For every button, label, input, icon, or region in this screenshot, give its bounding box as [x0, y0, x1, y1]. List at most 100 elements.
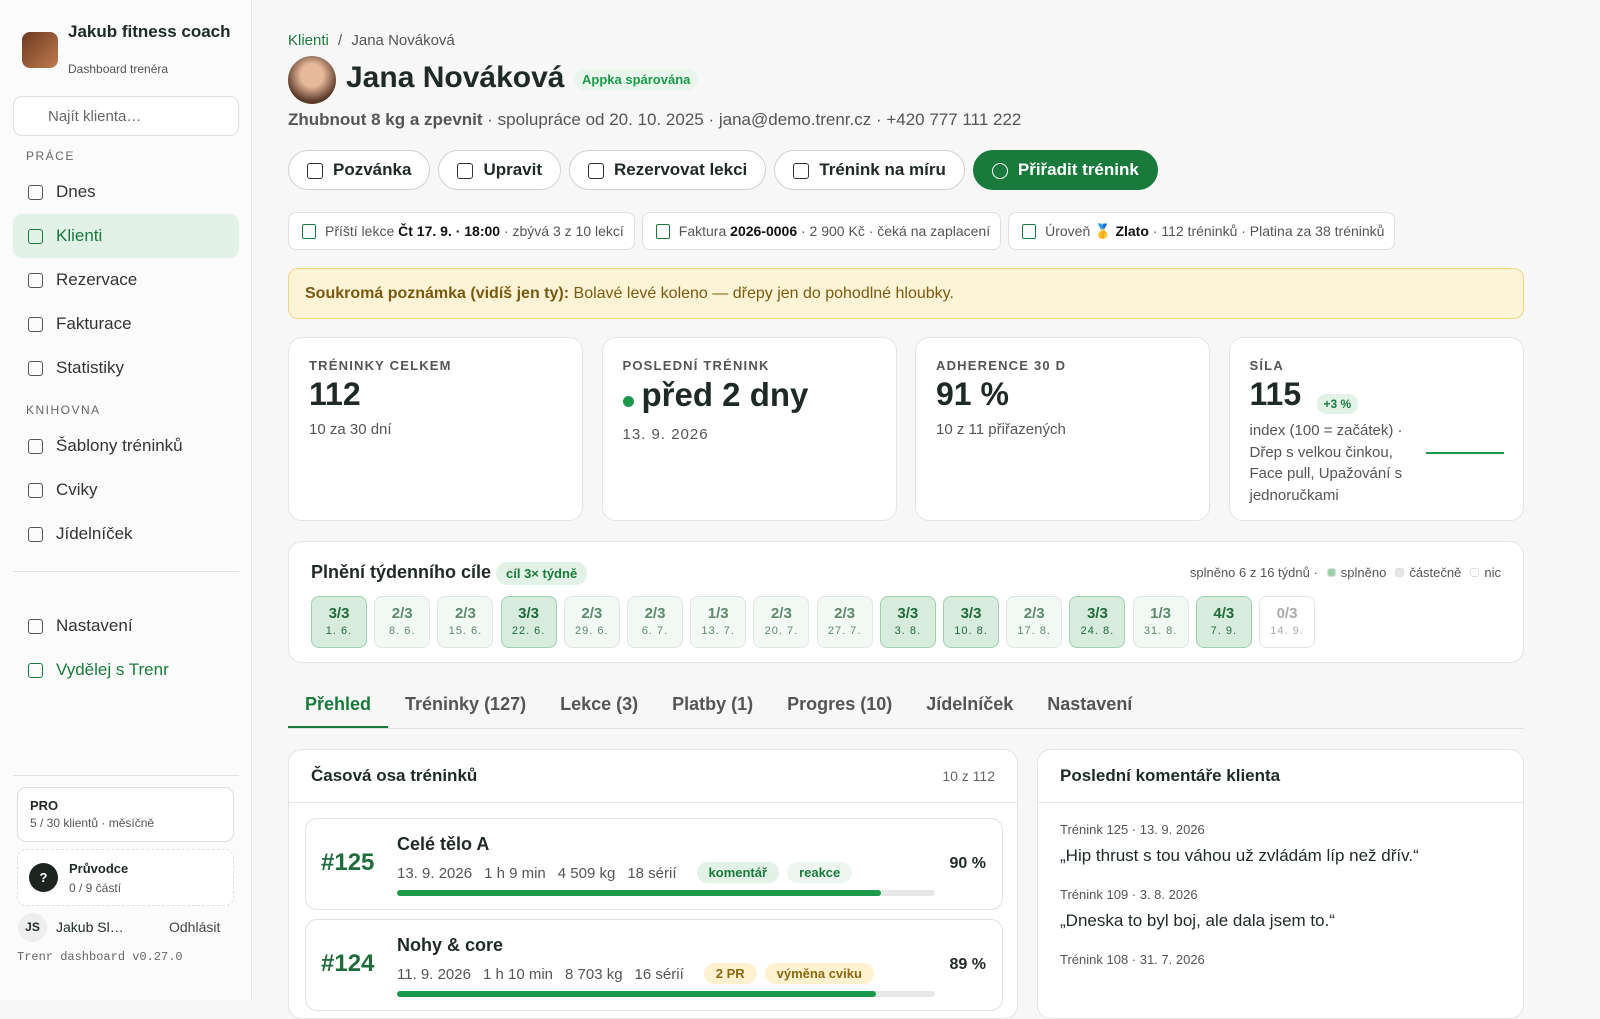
tab[interactable]: Platby (1) — [672, 694, 754, 714]
stat-badge: +3 % — [1316, 394, 1359, 414]
client-goal: Zhubnout 8 kg a zpevnit — [288, 110, 483, 129]
action-button[interactable]: Upravit — [438, 150, 562, 190]
nav-section: PRÁCE — [26, 149, 75, 163]
client-contact: · spolupráce od 20. 10. 2025 · jana@demo… — [487, 110, 1022, 129]
brand-logo — [22, 32, 58, 68]
action-button[interactable]: Trénink na míru — [774, 150, 965, 190]
week-score: 3/3 — [328, 605, 350, 622]
nav-item[interactable]: Klienti — [13, 214, 239, 258]
divider — [289, 802, 1017, 803]
nav-item[interactable]: Nastavení — [13, 604, 239, 648]
logout[interactable]: Odhlásit — [169, 919, 221, 935]
stat-card: POSLEDNÍ TRÉNINK před 2 dny 13. 9. 2026 — [601, 337, 897, 521]
main: Klienti / Jana Nováková Jana Nováková Ap… — [288, 0, 1524, 1019]
stat-label: ADHERENCE 30 D — [936, 358, 1067, 373]
workout-duration: 1 h 9 min — [484, 865, 546, 882]
tab[interactable]: Lekce (3) — [560, 694, 639, 714]
workout-date: 11. 9. 2026 — [397, 966, 471, 983]
info-chip: Příští lekce Čt 17. 9. · 18:00 · zbývá 3… — [288, 212, 635, 250]
week-score: 2/3 — [834, 605, 856, 622]
week-cell: 2/3 29. 6. — [563, 596, 620, 648]
sidebar: Jakub fitness coach Dashboard trenéra Na… — [0, 0, 252, 1000]
workout-tag: komentář — [696, 862, 780, 883]
guide-progress: 0 / 9 částí — [69, 881, 122, 895]
nav-item[interactable]: Rezervace — [13, 258, 239, 302]
week-date: 27. 7. — [827, 625, 862, 637]
stat-card: SÍLA 115 +3 % index (100 = začátek) · Dřep … — [1228, 337, 1524, 521]
action-button[interactable]: Rezervovat lekci — [569, 150, 767, 190]
user-name: Jakub Sl… — [56, 919, 124, 935]
legend-swatch — [1326, 568, 1336, 577]
week-score: 1/3 — [1150, 605, 1172, 622]
week-cell: 0/3 14. 9. — [1259, 596, 1315, 648]
workout-item[interactable]: #124 Nohy & core 11. 9. 2026 1 h 10 min 8 70… — [305, 919, 1003, 1011]
stat-label: POSLEDNÍ TRÉNINK — [622, 358, 770, 373]
week-cell: 3/3 22. 6. — [500, 596, 557, 648]
week-cell: 4/3 7. 9. — [1195, 596, 1252, 648]
comment-text: „Dneska to byl boj, ale dala jsem to.“ — [1060, 911, 1335, 930]
breadcrumb: Klienti / Jana Nováková — [288, 32, 455, 49]
paired-badge: Appka spárována — [574, 69, 699, 90]
week-cell: 2/3 20. 7. — [753, 596, 810, 648]
info-label: Úroveň 🥇 — [1045, 223, 1112, 239]
action-button[interactable]: Pozvánka — [288, 150, 431, 190]
tab[interactable]: Přehled — [288, 680, 389, 728]
week-date: 1. 6. — [325, 625, 353, 637]
sparkline — [1425, 452, 1504, 454]
workout-number: #124 — [321, 950, 375, 977]
workout-sets: 16 sérií — [634, 966, 684, 983]
version: Trenr dashboard v0.27.0 — [17, 950, 183, 964]
week-score: 2/3 — [391, 605, 413, 622]
tab[interactable]: Nastavení — [1047, 694, 1133, 714]
stat-detail: index (100 = začátek) · Dřep s velkou či… — [1249, 422, 1403, 504]
week-score: 3/3 — [1086, 605, 1108, 622]
client-search[interactable]: Najít klienta… — [13, 96, 239, 136]
nav-item[interactable]: Fakturace — [13, 302, 239, 346]
info-chip: Úroveň 🥇 Zlato · 112 tréninků · Platina … — [1008, 212, 1396, 250]
week-cell: 3/3 24. 8. — [1069, 596, 1126, 648]
nav-item[interactable]: Šablony tréninků — [13, 424, 239, 468]
action-button[interactable]: Přiřadit trénink — [972, 150, 1158, 190]
week-score: 2/3 — [770, 605, 792, 622]
guide-card[interactable]: ? Průvodce 0 / 9 částí — [17, 849, 234, 906]
stat-card: TRÉNINKY CELKEM 112 10 za 30 dní — [288, 337, 583, 521]
week-score: 2/3 — [581, 605, 603, 622]
week-cell: 2/3 6. 7. — [627, 596, 683, 648]
nav-item[interactable]: Dnes — [13, 170, 239, 214]
progress-track — [397, 890, 935, 896]
note-text: Bolavé levé koleno — dřepy jen do pohodl… — [573, 285, 954, 302]
nav-item[interactable]: Jídelníček — [13, 512, 239, 556]
tab[interactable]: Progres (10) — [787, 694, 893, 714]
plan-detail: 5 / 30 klientů · měsíčně — [30, 816, 155, 830]
timeline-title: Časová osa tréninků — [311, 766, 478, 785]
week-cell: 1/3 13. 7. — [690, 596, 747, 648]
guide-icon: ? — [29, 863, 58, 892]
info-label: Faktura — [678, 223, 727, 239]
week-date: 29. 6. — [575, 625, 609, 637]
nav-item[interactable]: Cviky — [13, 468, 239, 512]
divider — [13, 571, 239, 572]
tab[interactable]: Jídelníček — [926, 694, 1014, 714]
workout-item[interactable]: #125 Celé tělo A 13. 9. 2026 1 h 9 min 4 509… — [305, 818, 1003, 910]
workout-completion: 90 % — [949, 855, 986, 872]
workout-date: 13. 9. 2026 — [397, 865, 473, 882]
workout-number: #125 — [321, 849, 375, 876]
nav-item[interactable]: Statistiky — [13, 346, 239, 390]
tab[interactable]: Tréninky (127) — [405, 694, 527, 714]
client-avatar — [288, 56, 336, 104]
guide-title: Průvodce — [69, 861, 129, 876]
week-score: 3/3 — [518, 605, 540, 622]
tabs: Přehled Tréninky (127) Lekce (3) Platby (1)… — [288, 680, 1524, 729]
week-score: 3/3 — [897, 605, 919, 622]
nav-item[interactable]: Vydělej s Trenr — [13, 648, 239, 692]
stat-value: 112 — [309, 376, 361, 412]
breadcrumb-link[interactable]: Klienti — [288, 32, 329, 49]
workout-meta: 11. 9. 2026 1 h 10 min 8 703 kg 16 sérií 2 P… — [397, 963, 874, 984]
week-cell: 2/3 8. 6. — [374, 596, 431, 648]
week-cell: 3/3 10. 8. — [943, 596, 999, 648]
week-date: 15. 6. — [448, 625, 483, 637]
note-label: Soukromá poznámka (vidíš jen ty): — [305, 285, 570, 302]
plan-card[interactable]: PRO 5 / 30 klientů · měsíčně — [17, 787, 234, 842]
workout-volume: 8 703 kg — [565, 966, 623, 983]
